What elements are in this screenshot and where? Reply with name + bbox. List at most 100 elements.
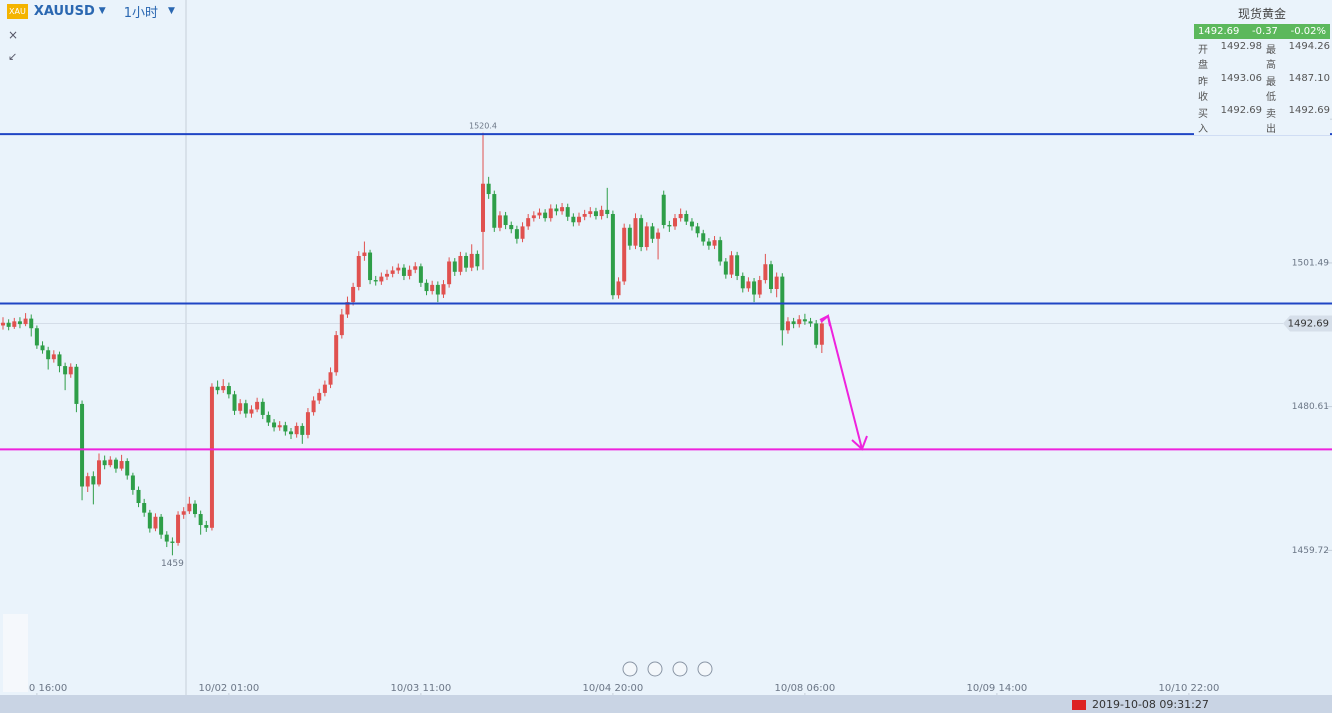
x-tick-label: 10/08 06:00 xyxy=(774,683,835,694)
candle-body xyxy=(164,534,169,542)
candle-body xyxy=(526,218,531,227)
candle-body xyxy=(791,321,796,325)
candle-body xyxy=(119,461,124,469)
candle-body xyxy=(447,261,452,285)
candle-body xyxy=(147,512,152,529)
candle-body xyxy=(503,215,508,226)
candle-body xyxy=(68,366,73,375)
price-tag-label: 1492.69 xyxy=(1288,318,1329,329)
candle-body xyxy=(63,366,68,375)
symbol[interactable]: XAUUSD xyxy=(33,3,95,19)
quote-row: 昨收 1493.06 最低 1487.10 xyxy=(1194,71,1330,103)
candle-body xyxy=(266,414,271,423)
candle-body xyxy=(424,282,429,292)
candle-body xyxy=(221,386,226,391)
x-tick-label: 10/02 01:00 xyxy=(198,683,259,694)
candle-body xyxy=(814,323,819,345)
arrow-head xyxy=(820,314,831,327)
quote-change: -0.37 xyxy=(1252,26,1278,37)
zoom-button xyxy=(697,661,713,677)
candle-body xyxy=(469,253,474,268)
candle-body xyxy=(577,216,582,223)
candle-body xyxy=(289,431,294,435)
interval[interactable]: 1小时 xyxy=(123,5,158,21)
candle-body xyxy=(57,354,62,367)
candle-body xyxy=(125,461,130,476)
candle-body xyxy=(12,321,17,327)
close-icon[interactable]: × xyxy=(8,28,19,42)
candle-body xyxy=(481,183,486,232)
candle-body xyxy=(108,459,113,466)
quote-label: 最低 xyxy=(1266,77,1276,103)
candle-body xyxy=(368,252,373,281)
status-time: 2019-10-08 09:31:27 xyxy=(1072,698,1209,711)
collapse-icon[interactable]: ↙ xyxy=(8,50,18,63)
time-text: 2019-10-08 09:31:27 xyxy=(1092,698,1209,711)
candle-body xyxy=(622,227,627,282)
candle-body xyxy=(774,276,779,290)
toolbar: XAU XAUUSD ▼ 1小时 ▼ xyxy=(0,0,175,22)
quote-rows: 开盘 1492.98 最高 1494.26 昨收 1493.06 最低 1487.10 买入 14… xyxy=(1194,39,1330,135)
quote-panel: 现货黄金 1492.69 -0.37 -0.02% 开盘 1492.98 最高 149… xyxy=(1194,0,1330,135)
candle-body xyxy=(181,511,186,515)
caret: ▼ xyxy=(98,6,106,16)
candle-body xyxy=(351,286,356,303)
candle-body xyxy=(272,422,277,428)
candle-body xyxy=(170,541,175,543)
candle-body xyxy=(650,226,655,239)
candle-body xyxy=(616,281,621,296)
candle-body xyxy=(565,207,570,217)
quote-row: 买入 1492.69 卖出 1492.69 xyxy=(1194,103,1330,135)
candle-body xyxy=(232,394,237,411)
candle-body xyxy=(136,489,141,504)
y-tick-label: 1459.72 xyxy=(1292,546,1329,556)
quote-label: 昨收 xyxy=(1198,77,1208,103)
candle-body xyxy=(209,386,214,528)
candle-body xyxy=(633,218,638,246)
candle-body xyxy=(430,284,435,292)
candle-body xyxy=(757,280,762,295)
quote-label: 开盘 xyxy=(1198,45,1208,71)
candle-body xyxy=(441,284,446,295)
candle-body xyxy=(283,425,288,432)
candle-body xyxy=(661,194,666,226)
candle-body xyxy=(34,328,39,346)
candle-body xyxy=(142,503,147,513)
candle-body xyxy=(294,425,299,435)
candle-body xyxy=(418,266,423,283)
candle-body xyxy=(40,345,45,351)
candle-body xyxy=(334,335,339,373)
candle-body xyxy=(605,209,610,215)
candle-body xyxy=(464,255,469,268)
candle-body xyxy=(385,273,390,277)
candle-body xyxy=(305,412,310,435)
candle-body xyxy=(249,409,254,414)
candle-body xyxy=(193,503,198,515)
quote-value: 1492.69 xyxy=(1288,105,1330,116)
candle-body xyxy=(735,255,740,276)
candle-body xyxy=(678,214,683,219)
min-label: 1459 xyxy=(161,559,184,569)
x-tick-label: 10/03 11:00 xyxy=(390,683,451,694)
candle-body xyxy=(509,225,514,230)
candle-body xyxy=(729,255,734,275)
quote-change-pct: -0.02% xyxy=(1290,26,1326,37)
drawing-tools[interactable] xyxy=(3,614,28,692)
candle-body xyxy=(644,226,649,248)
candle-body xyxy=(492,194,497,228)
candle-body xyxy=(689,221,694,227)
max-label: 1520.4 xyxy=(469,121,497,130)
candle-body xyxy=(226,386,231,395)
candle-body xyxy=(497,215,502,228)
candle-body xyxy=(723,261,728,275)
quote-row: 开盘 1492.98 最高 1494.26 xyxy=(1194,39,1330,71)
y-tick-label: 1480.61 xyxy=(1292,402,1329,412)
status-bar xyxy=(0,695,1332,713)
candle-body xyxy=(819,323,824,345)
candle-body xyxy=(763,264,768,281)
candle-body xyxy=(537,212,542,216)
candle-body xyxy=(339,314,344,336)
candle-body xyxy=(260,401,265,415)
